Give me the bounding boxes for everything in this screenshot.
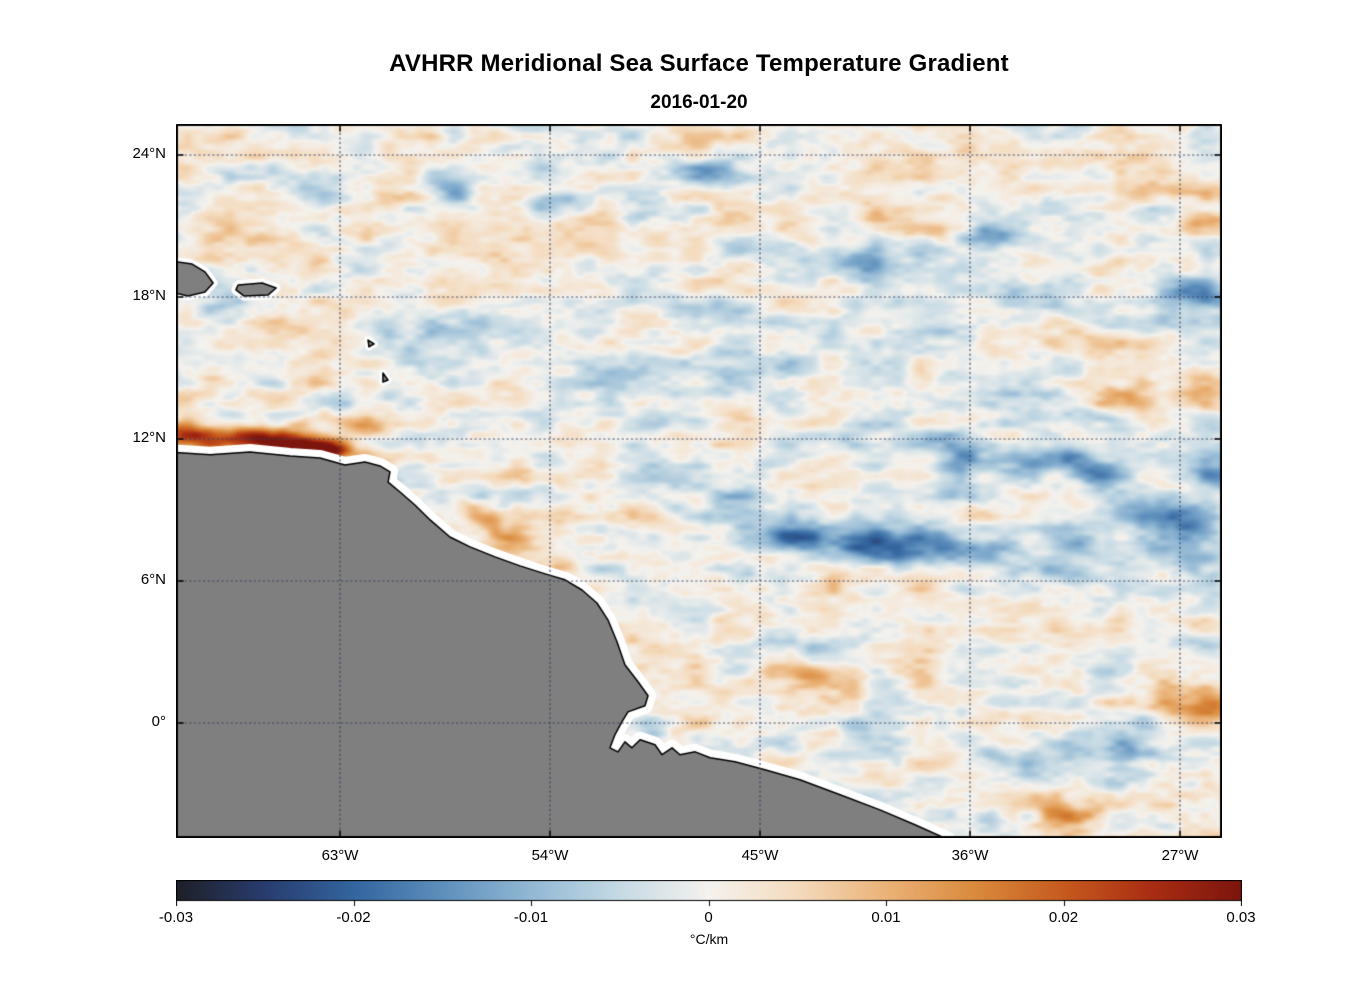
x-axis-tick-label: 45°W xyxy=(741,847,779,864)
colorbar-tick-label: 0 xyxy=(704,909,713,926)
x-axis-tick-label: 36°W xyxy=(951,847,989,864)
colorbar-tick-label: 0.02 xyxy=(1048,909,1079,926)
colorbar xyxy=(176,880,1242,907)
chart-date-subtitle: 2016-01-20 xyxy=(650,92,748,113)
y-axis-tick-label: 6°N xyxy=(140,570,166,588)
colorbar-tick-label: -0.03 xyxy=(158,909,194,926)
colorbar-tick-label: -0.02 xyxy=(336,909,371,926)
colorbar-tick-label: 0.03 xyxy=(1226,909,1256,926)
chart-title: AVHRR Meridional Sea Surface Temperature… xyxy=(389,50,1009,77)
x-axis-tick-label: 27°W xyxy=(1161,847,1199,864)
map-plot-area xyxy=(176,124,1222,838)
y-axis-tick-label: 12°N xyxy=(132,428,166,446)
y-axis-tick-label: 24°N xyxy=(132,145,166,162)
colorbar-units-label: °C/km xyxy=(689,931,729,947)
sst-gradient-map-canvas xyxy=(176,124,1222,838)
x-axis-tick-label: 54°W xyxy=(531,847,569,864)
y-axis-tick-label: 18°N xyxy=(132,286,166,304)
colorbar-tick-label: 0.01 xyxy=(871,909,901,926)
x-axis-tick-label: 63°W xyxy=(321,847,359,864)
y-axis-tick-label: 0° xyxy=(151,712,166,730)
colorbar-tick-label: -0.01 xyxy=(513,909,549,926)
